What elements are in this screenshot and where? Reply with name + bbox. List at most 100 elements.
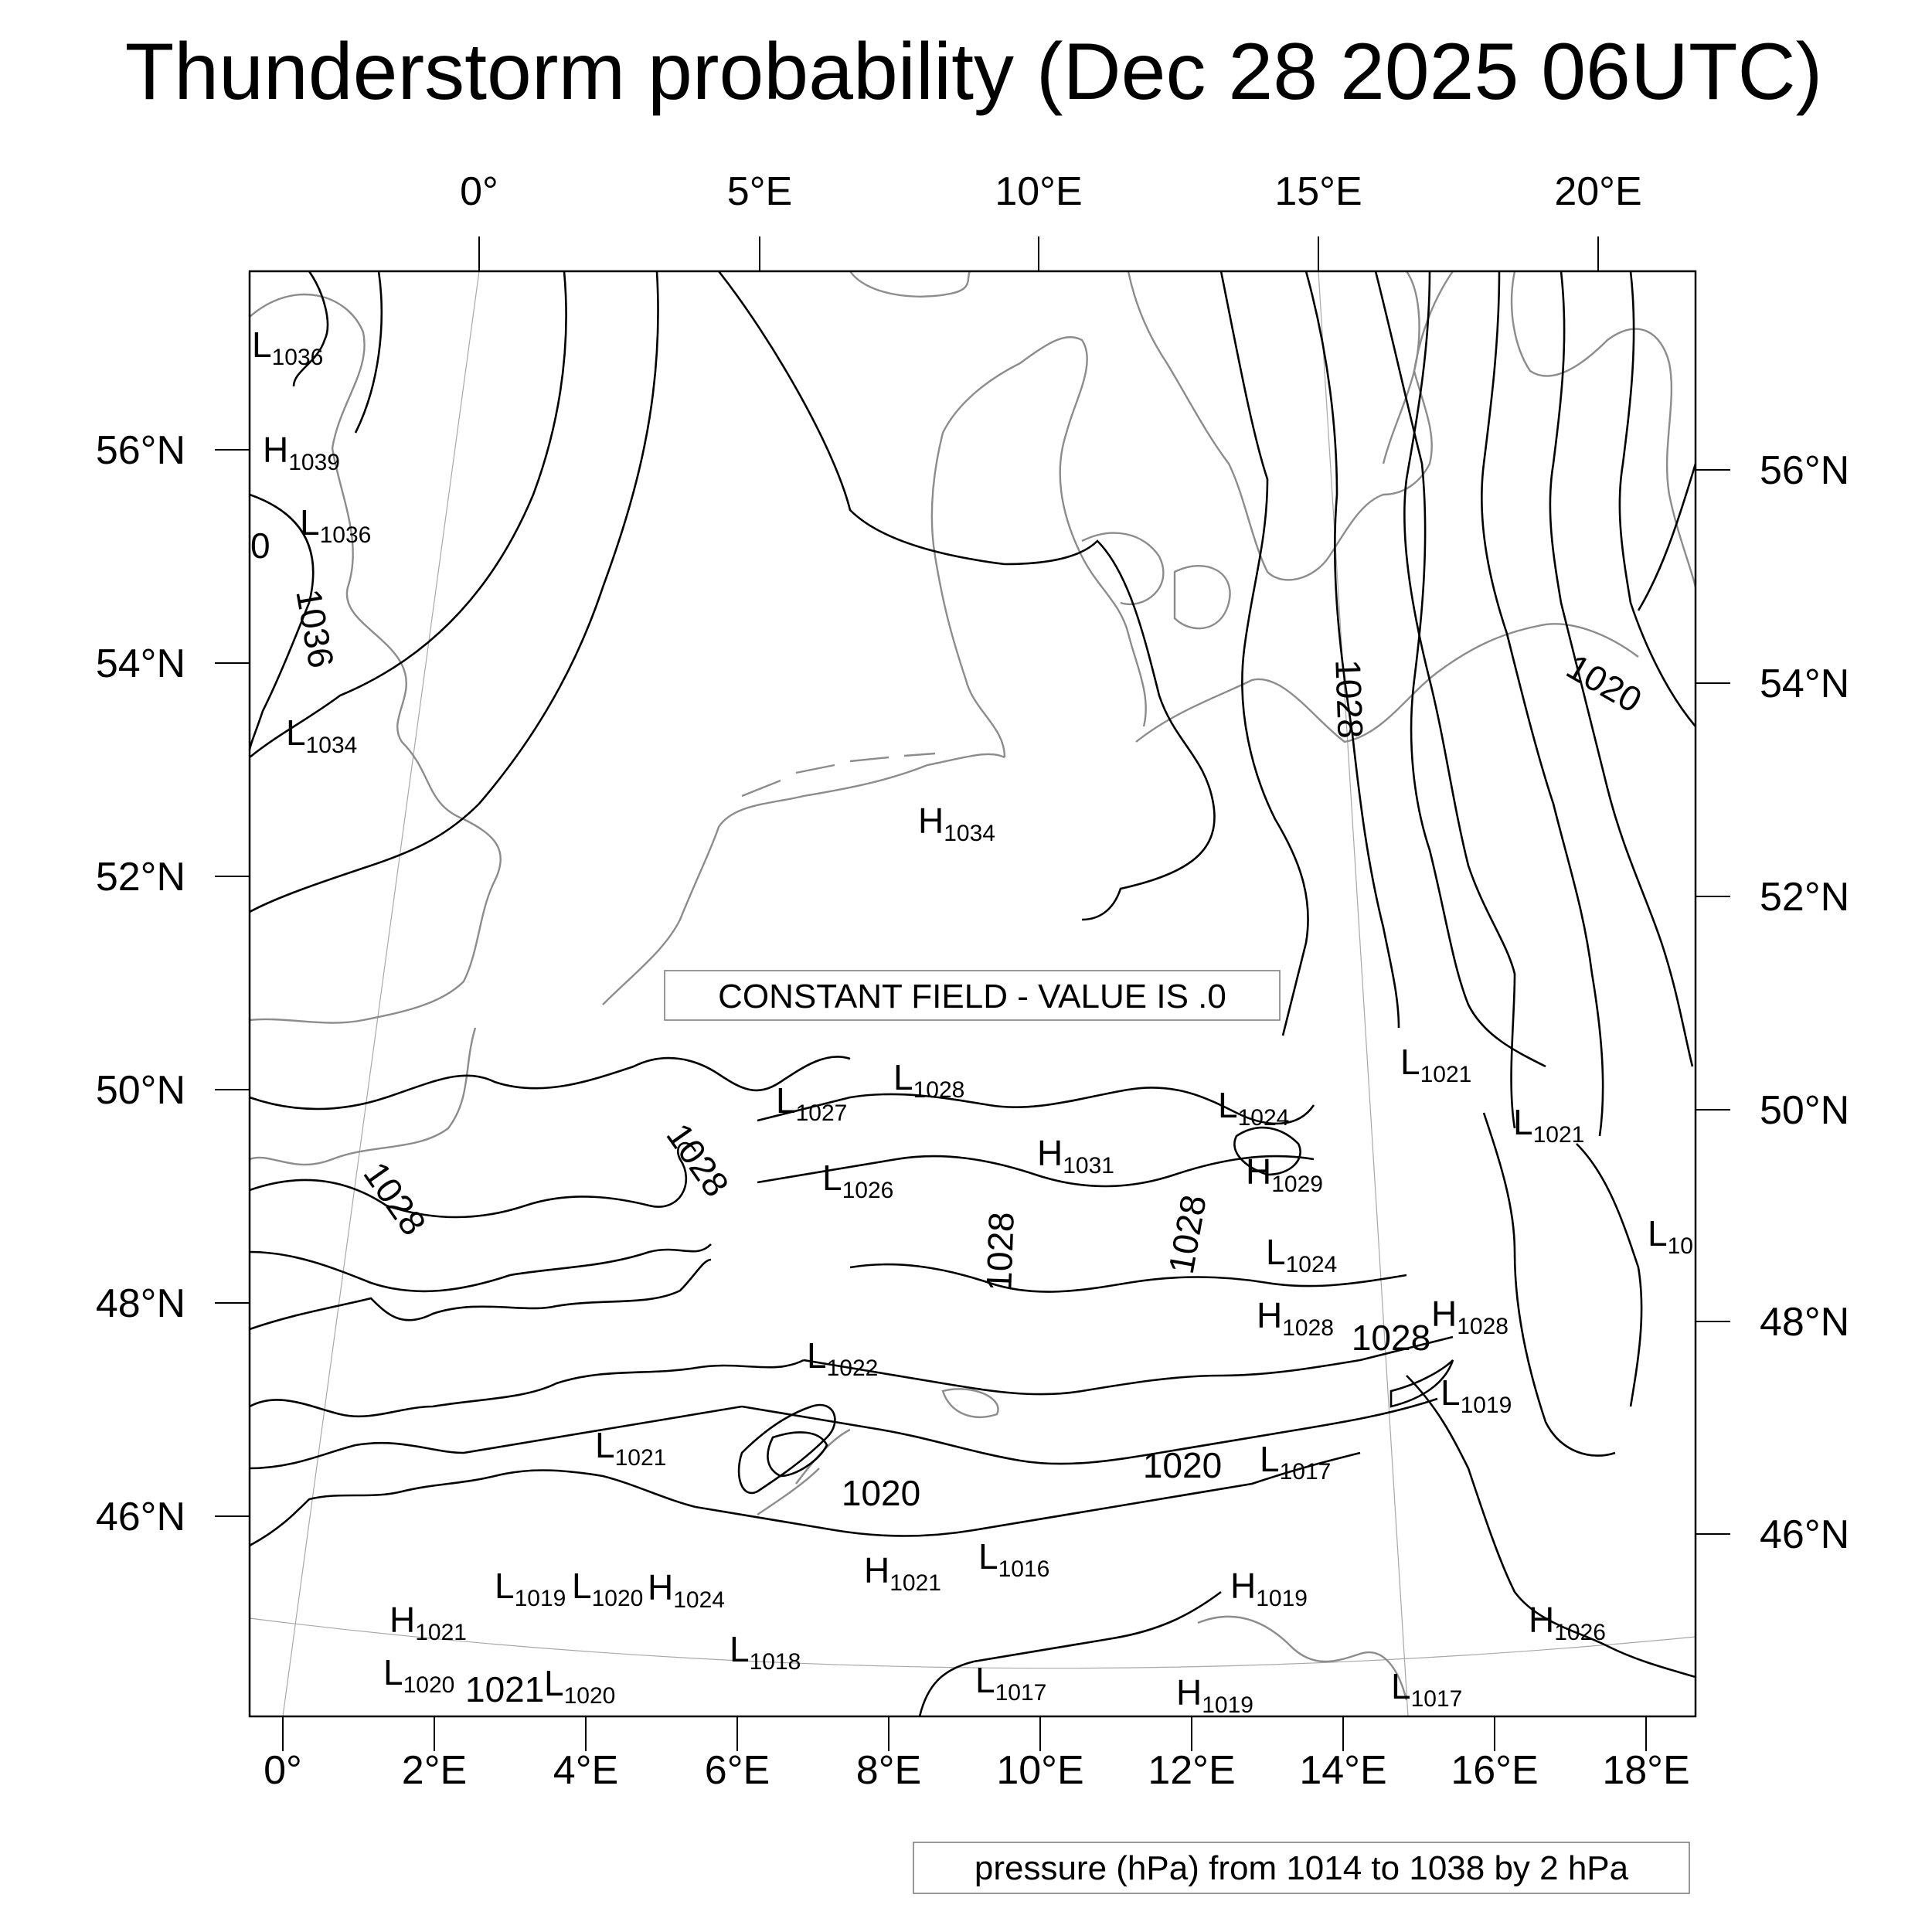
contour-info-box: pressure (hPa) from 1014 to 1038 by 2 hP… — [913, 1842, 1690, 1894]
lon-label: 5°E — [727, 169, 792, 214]
coastline-gotland — [1382, 271, 1420, 464]
high-center: H1021 — [864, 1550, 941, 1596]
lon-label: 15°E — [1274, 169, 1362, 214]
constant-field-border — [664, 970, 1281, 1021]
isobar — [1233, 1126, 1301, 1176]
lon-label: 20°E — [1554, 169, 1641, 214]
low-center: L1028 — [893, 1057, 964, 1103]
coastline-france-north — [250, 1027, 477, 1166]
low-center: L1027 — [776, 1080, 847, 1126]
isobar — [1549, 271, 1694, 1067]
lon-label: 12°E — [1148, 1748, 1235, 1793]
isobar — [849, 1263, 1407, 1293]
isobar — [250, 271, 659, 913]
isobar — [1219, 271, 1309, 1036]
low-center: L1026 — [822, 1158, 893, 1203]
isobar — [1304, 271, 1400, 1029]
isobar — [250, 1258, 712, 1331]
low-center: L1024 — [1266, 1232, 1337, 1277]
high-center: H1028 — [1257, 1295, 1334, 1341]
lat-label: 54°N — [96, 641, 185, 686]
low-center: L1017 — [1260, 1439, 1331, 1485]
lon-label: 0° — [264, 1748, 302, 1793]
isobar — [737, 1403, 836, 1495]
low-center: L1019 — [495, 1566, 566, 1611]
lat-label: 46°N — [96, 1495, 185, 1539]
high-center: H1028 — [1431, 1294, 1509, 1339]
isobar — [1481, 271, 1604, 1137]
lon-label: 4°E — [553, 1748, 618, 1793]
isobar — [1389, 1359, 1454, 1408]
coastlines — [250, 271, 1696, 1701]
coastline-danish-islands — [1081, 532, 1231, 630]
isobar — [767, 1431, 828, 1478]
coastline-sweden — [1127, 271, 1454, 581]
isobar — [250, 1141, 697, 1219]
constant-field-note: CONSTANT FIELD - VALUE IS .0 — [718, 978, 1226, 1015]
isobar — [1482, 1112, 1616, 1457]
low-center: L1022 — [807, 1335, 878, 1381]
isobar — [250, 1359, 804, 1418]
coastline-frisian-islands — [741, 752, 936, 798]
low-center: L1034 — [286, 713, 357, 758]
graticule — [250, 271, 1696, 1716]
lat-label: 50°N — [1760, 1088, 1849, 1133]
contour-info-border — [913, 1842, 1690, 1894]
isobar — [757, 1087, 1315, 1125]
lat-label: 52°N — [1760, 875, 1849, 920]
map-area — [250, 271, 1696, 1716]
high-center: H1034 — [918, 801, 995, 846]
isobar — [717, 271, 1216, 921]
high-center: H1019 — [1176, 1672, 1253, 1718]
coastline-adriatic — [1197, 1615, 1408, 1701]
high-center: H1019 — [1230, 1566, 1308, 1611]
high-center: H1029 — [1246, 1151, 1323, 1197]
contour-label: 1036 — [288, 586, 342, 671]
low-center: L1021 — [1513, 1102, 1584, 1148]
low-center: L1020 — [572, 1566, 643, 1611]
low-center: L1020 — [383, 1652, 454, 1698]
stray-label: 1021 — [465, 1669, 544, 1709]
contour-info-text: pressure (hPa) from 1014 to 1038 by 2 hP… — [975, 1849, 1629, 1887]
axis-ticks — [215, 236, 1730, 1751]
pressure-centers: L1036 H1039 L1036 L1034 H1034 L1021 L102… — [252, 325, 1693, 1718]
lon-label: 16°E — [1451, 1748, 1538, 1793]
isobar — [1403, 271, 1516, 1129]
stray-labels: 1021 0 — [250, 526, 544, 1709]
isobar — [250, 493, 315, 750]
isobar — [250, 271, 567, 759]
high-center: H1024 — [648, 1567, 725, 1613]
graticule-line — [282, 271, 480, 1716]
isobar — [250, 1056, 851, 1111]
isobar — [695, 1451, 1361, 1537]
low-center: L1020 — [544, 1663, 615, 1709]
coastline-baltic-south — [1135, 623, 1639, 743]
isobar — [250, 1243, 712, 1293]
lon-label: 2°E — [402, 1748, 467, 1793]
lat-label: 52°N — [96, 855, 185, 900]
low-center: L10 — [1648, 1213, 1693, 1259]
lat-label: 46°N — [1760, 1512, 1849, 1557]
isobar — [1618, 271, 1696, 727]
lat-label: 50°N — [96, 1068, 185, 1113]
isobar — [1374, 271, 1546, 1068]
map-title: Thunderstorm probability (Dec 28 2025 06… — [125, 27, 1823, 117]
constant-field-box: CONSTANT FIELD - VALUE IS .0 — [664, 970, 1281, 1021]
low-center: L1036 — [300, 502, 371, 548]
low-center: L1016 — [978, 1536, 1049, 1582]
low-center: L1021 — [595, 1425, 666, 1471]
coastline-norway — [849, 271, 971, 298]
coastline-low-countries — [602, 753, 1005, 1005]
isobar — [1576, 1143, 1643, 1407]
contour-label: 1020 — [1560, 646, 1649, 720]
low-center: L1018 — [730, 1629, 801, 1675]
lat-label: 48°N — [1760, 1300, 1849, 1345]
contour-label: 1028 — [1328, 658, 1371, 739]
high-center: H1026 — [1529, 1600, 1606, 1645]
lon-label: 18°E — [1602, 1748, 1689, 1793]
right-lat-labels: 56°N 54°N 52°N 50°N 48°N 46°N — [1760, 448, 1849, 1557]
low-center: L1017 — [975, 1660, 1046, 1706]
left-lat-labels: 56°N 54°N 52°N 50°N 48°N 46°N — [96, 428, 185, 1539]
top-lon-labels: 0° 5°E 10°E 15°E 20°E — [460, 169, 1642, 214]
lat-label: 54°N — [1760, 662, 1849, 706]
